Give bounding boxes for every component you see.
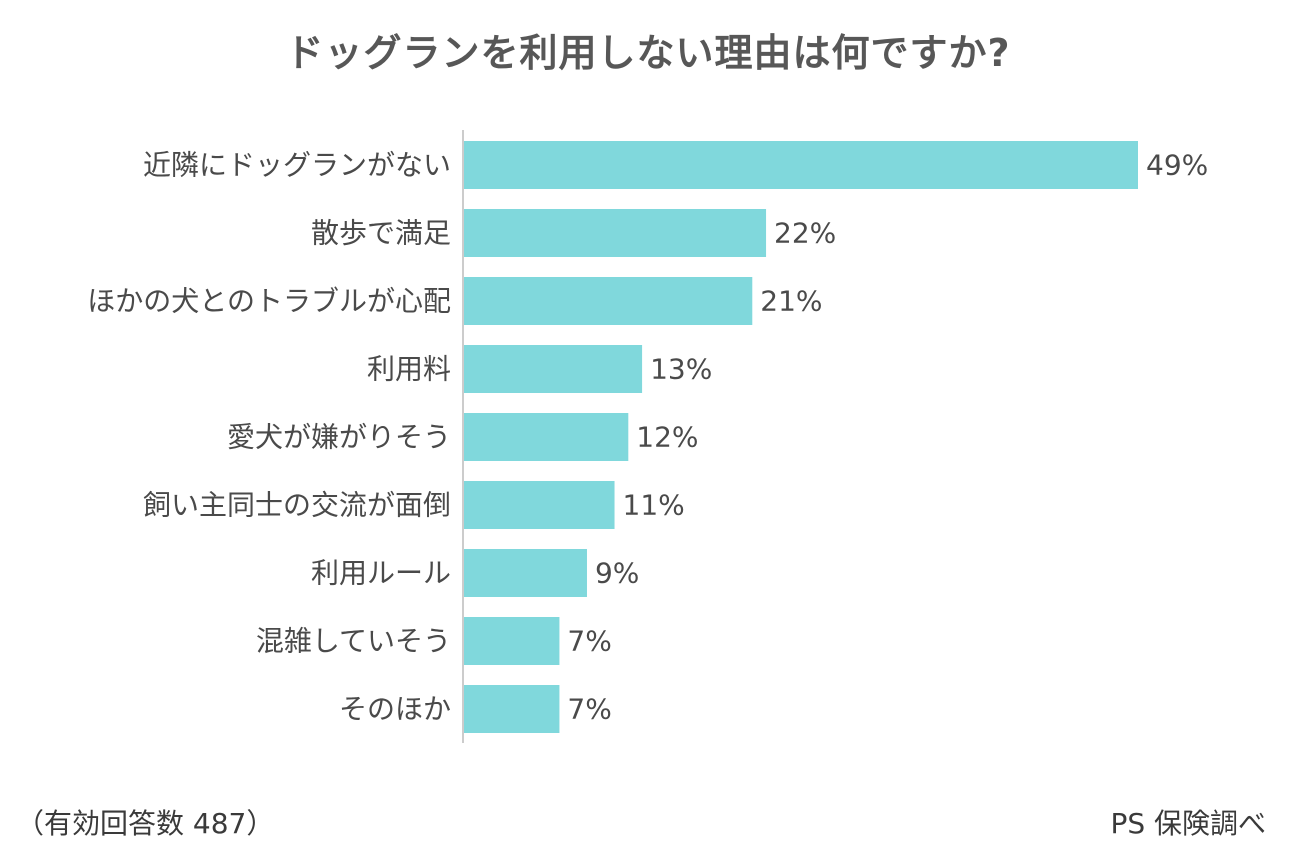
value-label: 12%	[636, 421, 698, 454]
value-label: 49%	[1146, 149, 1208, 182]
category-label: 近隣にドッグランがない	[143, 149, 451, 182]
value-label: 7%	[567, 625, 611, 658]
category-label: 飼い主同士の交流が面倒	[143, 489, 451, 522]
category-label: 混雑していそう	[256, 625, 451, 658]
source-note: PS 保険調べ	[1110, 807, 1266, 840]
category-label: 利用料	[367, 353, 451, 386]
sample-size-note: （有効回答数 487）	[16, 807, 275, 840]
category-label: ほかの犬とのトラブルが心配	[87, 285, 451, 318]
bar-2	[463, 277, 753, 325]
value-label: 22%	[774, 217, 836, 250]
bar-5	[463, 481, 615, 529]
value-label: 7%	[567, 693, 611, 726]
value-label: 21%	[760, 285, 822, 318]
value-label: 11%	[623, 489, 685, 522]
bar-8	[463, 685, 560, 733]
value-label: 9%	[595, 557, 639, 590]
bar-6	[463, 549, 587, 597]
bar-0	[463, 141, 1138, 189]
bar-4	[463, 413, 629, 461]
bar-3	[463, 345, 643, 393]
bar-7	[463, 617, 560, 665]
category-label: 利用ルール	[311, 557, 451, 590]
category-label: そのほか	[339, 693, 451, 726]
chart-title: ドッグランを利用しない理由は何ですか?	[285, 31, 1011, 75]
category-label: 愛犬が嫌がりそう	[227, 421, 451, 454]
bar-1	[463, 209, 767, 257]
category-label: 散歩で満足	[311, 217, 451, 250]
value-label: 13%	[650, 353, 712, 386]
